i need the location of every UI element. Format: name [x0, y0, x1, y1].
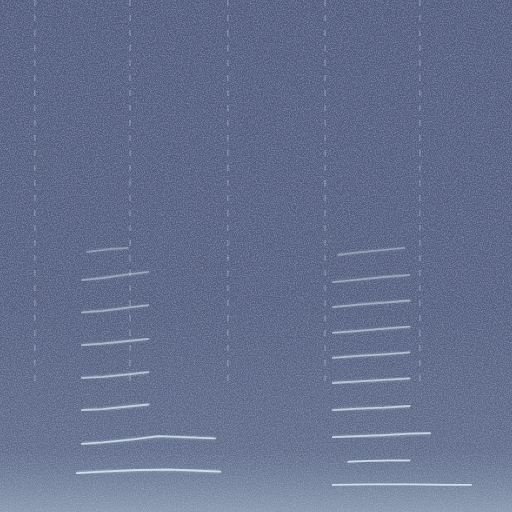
harmonic [77, 470, 220, 474]
harmonic [333, 378, 410, 383]
click [324, 0, 326, 384]
harmonic-glow [333, 483, 471, 487]
harmonic [333, 483, 471, 485]
harmonic [82, 372, 149, 378]
background [0, 0, 512, 512]
harmonic-glow [82, 436, 215, 444]
low-band [0, 0, 512, 512]
harmonic-glow [87, 248, 128, 252]
harmonic [82, 436, 215, 444]
harmonic [333, 275, 410, 282]
harmonic-glow [333, 301, 410, 308]
harmonic-glow [82, 305, 149, 312]
harmonic-glow [333, 327, 410, 333]
harmonic [333, 406, 410, 410]
harmonic [348, 460, 409, 462]
harmonic-glow [348, 460, 409, 462]
harmonic-glow [82, 339, 149, 345]
plot-area [35, 0, 471, 485]
harmonic [333, 301, 410, 308]
harmonic [82, 272, 149, 280]
harmonic [338, 248, 405, 255]
noise [0, 0, 512, 512]
harmonic [333, 327, 410, 333]
harmonic-glow [333, 406, 410, 410]
harmonic-glow [338, 248, 405, 255]
harmonic-glow [333, 275, 410, 282]
harmonic [87, 248, 128, 252]
harmonic-glow [82, 372, 149, 378]
harmonic-glow [82, 272, 149, 280]
harmonic-glow [77, 470, 220, 474]
harmonic [333, 352, 410, 358]
harmonic-glow [333, 378, 410, 383]
harmonic [82, 305, 149, 312]
harmonic [82, 405, 149, 411]
harmonic-glow [333, 433, 430, 437]
harmonic [333, 433, 430, 437]
harmonic [82, 339, 149, 345]
click [129, 0, 131, 384]
harmonic-glow [82, 405, 149, 411]
click [419, 0, 421, 384]
harmonic-glow [333, 352, 410, 358]
click [227, 0, 229, 384]
click [34, 0, 36, 384]
spectrogram [0, 0, 512, 512]
